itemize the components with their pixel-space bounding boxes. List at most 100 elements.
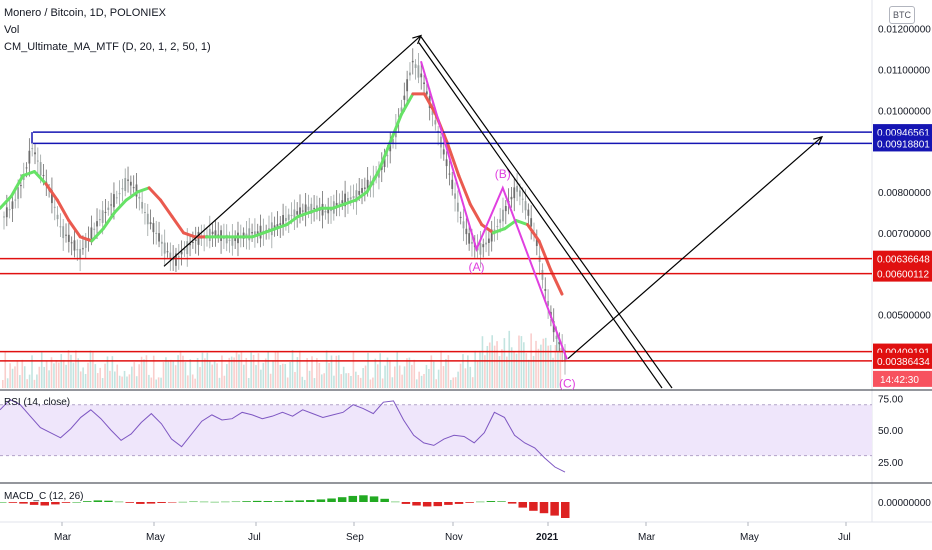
wave-label-b: (B) <box>495 167 511 181</box>
volume-bar <box>187 375 189 388</box>
x-tick-label: Nov <box>445 532 463 543</box>
candle-body <box>276 224 279 227</box>
candle-body <box>121 188 124 190</box>
macd-bar <box>199 501 209 503</box>
volume-bar <box>381 378 384 388</box>
volume-bar <box>218 377 221 388</box>
macd-bar <box>0 502 7 503</box>
volume-bar <box>303 379 306 388</box>
volume-bar <box>372 377 374 388</box>
candle-body <box>310 203 313 214</box>
volume-bar <box>508 330 511 388</box>
volume-bar <box>221 355 223 388</box>
ma-segment <box>170 214 186 235</box>
candle-body <box>3 216 5 218</box>
volume-bar <box>425 364 428 388</box>
volume-bar <box>527 359 530 388</box>
volume-bar <box>513 351 515 388</box>
trend-arrows[interactable] <box>163 34 824 360</box>
candle-body <box>304 204 307 214</box>
candle-body <box>504 205 507 212</box>
candle-body <box>454 193 456 199</box>
volume-bar <box>428 369 430 388</box>
ma-segment <box>44 182 59 202</box>
macd-bar <box>337 497 347 502</box>
volume-bar <box>104 363 106 388</box>
volume-bar <box>474 350 476 388</box>
volume-bar <box>362 368 364 388</box>
ma-segment <box>468 202 484 227</box>
descending-channel[interactable] <box>418 36 673 389</box>
candle-body <box>516 185 518 192</box>
candle-body <box>352 196 355 199</box>
candle-body <box>327 209 330 214</box>
candle-body <box>34 152 36 155</box>
volume-bar <box>454 377 457 388</box>
candle-body <box>301 210 304 212</box>
y-tick-label: 0.00500000 <box>878 310 931 321</box>
volume-bar <box>235 352 238 388</box>
volume-bar <box>28 374 31 388</box>
candle-body <box>127 179 129 181</box>
volume-bar <box>114 371 116 388</box>
channel-line-inner <box>418 42 663 389</box>
candle-body <box>285 217 287 222</box>
volume-bar <box>177 355 179 388</box>
volume-bar <box>542 338 545 388</box>
candle-body <box>113 194 115 208</box>
candle-body <box>282 215 284 228</box>
volume-bar <box>318 362 321 388</box>
volume-bar <box>211 364 213 388</box>
macd-bar <box>125 502 134 503</box>
macd-bar <box>210 501 219 503</box>
candle-body <box>547 300 549 306</box>
currency-badge[interactable]: BTC <box>889 6 915 24</box>
volume-bar <box>311 356 313 388</box>
volume-bar <box>423 374 425 388</box>
price-axis[interactable]: 0.01200000 0.01100000 0.01000000 0.00800000… <box>878 25 931 322</box>
candle-body <box>411 60 414 63</box>
candle-body <box>485 242 487 245</box>
volume-bar <box>53 363 55 388</box>
candle-body <box>138 196 141 199</box>
candle-body <box>347 197 349 202</box>
volume-bar <box>19 375 21 388</box>
rsi-tick-label: 75.00 <box>878 394 903 405</box>
volume-bar <box>350 375 352 388</box>
time-axis[interactable]: Mar May Jul Sep Nov 2021 Mar May Jul <box>54 522 851 543</box>
candle-body <box>490 229 493 242</box>
countdown-label: 14:42:30 <box>880 375 919 386</box>
countdown-badge <box>873 370 932 387</box>
candle-body <box>349 197 352 200</box>
candle-body <box>208 228 211 241</box>
candle-body <box>380 165 383 170</box>
abc-correction-lines[interactable]: (A) (B) (C) <box>420 60 576 390</box>
volume-bar <box>243 364 245 388</box>
volume-bar <box>503 338 506 388</box>
channel-line-outer <box>420 36 673 389</box>
volume-bar <box>213 360 216 388</box>
candle-body <box>8 209 11 211</box>
macd-bar <box>136 502 145 504</box>
candle-body <box>98 219 101 221</box>
macd-bar <box>454 502 464 504</box>
volume-bar <box>389 359 391 388</box>
volume-bar <box>145 355 148 388</box>
macd-bar <box>507 502 517 504</box>
candle-body <box>160 241 163 244</box>
volume-bar <box>228 357 231 388</box>
volume-bar <box>157 377 160 388</box>
volume-bar <box>420 375 423 388</box>
macd-bar <box>401 502 411 504</box>
candle-body <box>541 269 544 280</box>
volume-bar <box>65 364 67 388</box>
volume-bar <box>6 378 9 388</box>
volume-bar <box>87 362 89 388</box>
level-price-label: 0.00946561 <box>877 128 930 139</box>
macd-bar <box>433 502 443 507</box>
macd-bar <box>82 501 92 502</box>
ma-segment <box>21 170 36 178</box>
volume-bar <box>279 364 282 388</box>
